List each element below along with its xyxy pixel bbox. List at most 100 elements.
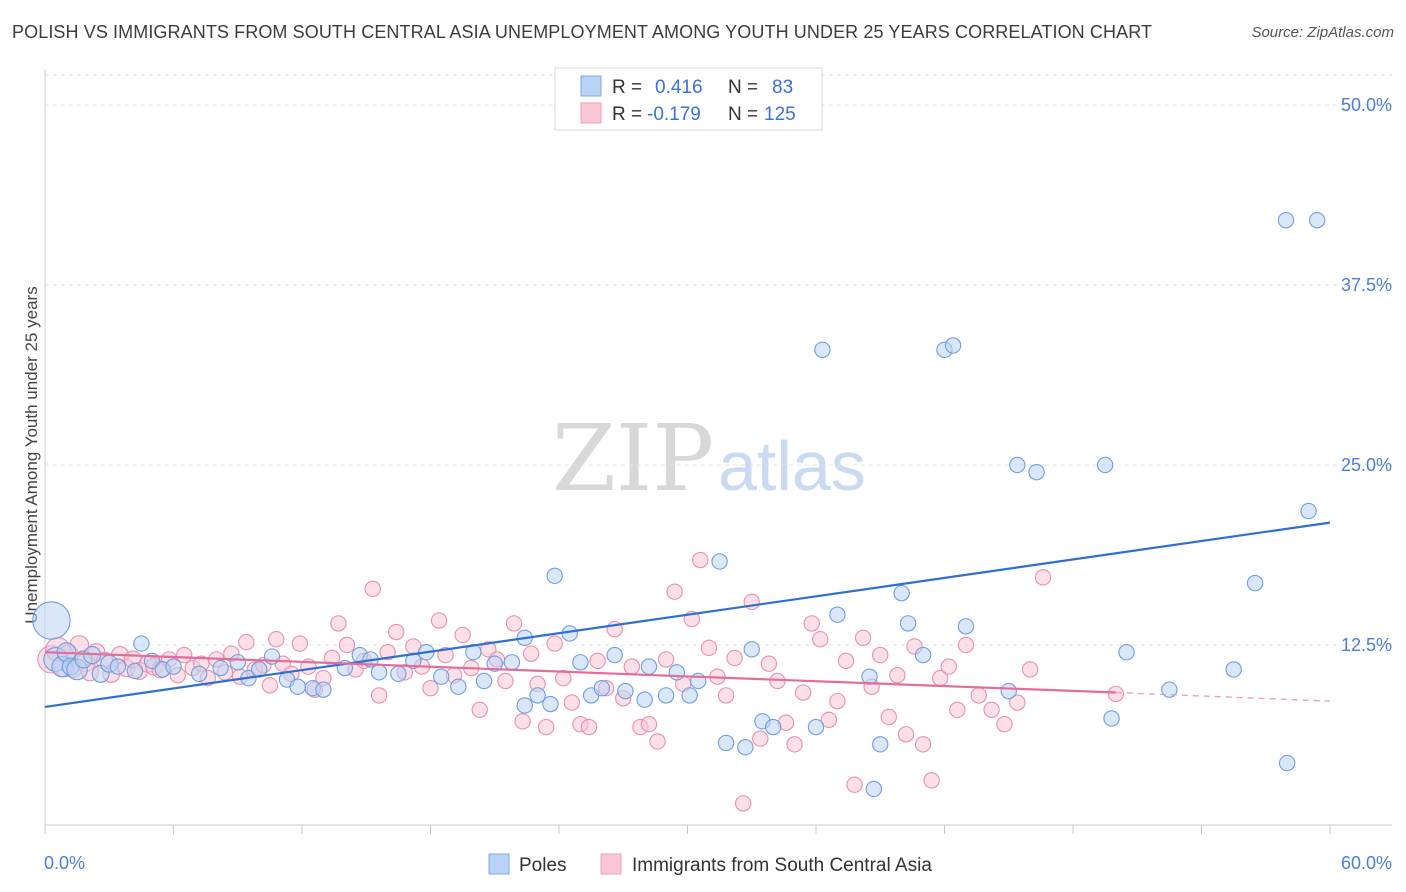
immigrants-point — [996, 715, 1013, 733]
immigrants-point — [388, 623, 405, 641]
immigrants-point — [923, 772, 940, 789]
poles-point — [289, 678, 306, 695]
chart-source: Source: ZipAtlas.com — [1251, 24, 1394, 41]
immigrants-point — [364, 580, 381, 598]
immigrants-trend-line-extrapolated — [1115, 691, 1331, 702]
immigrants-point — [422, 679, 439, 697]
immigrants-point — [914, 736, 932, 753]
poles-point — [717, 734, 735, 752]
immigrants-point — [794, 684, 812, 701]
y-axis-tick-labels: 12.5% 25.0% 37.5% 50.0% — [1341, 95, 1392, 655]
poles-point — [1000, 682, 1017, 700]
poles-point — [390, 665, 407, 682]
immigrants-point — [1009, 694, 1026, 711]
watermark-atlas: atlas — [718, 427, 866, 505]
poles-point — [126, 662, 144, 680]
y-tick-label: 50.0% — [1341, 95, 1392, 115]
poles-point — [829, 606, 846, 623]
immigrants-point — [846, 776, 863, 793]
chart-title: POLISH VS IMMIGRANTS FROM SOUTH CENTRAL … — [12, 22, 1153, 42]
poles-point — [529, 687, 546, 704]
immigrants-point — [268, 631, 285, 648]
poles-point — [1161, 681, 1178, 698]
poles-point — [315, 681, 332, 698]
immigrants-point — [238, 633, 255, 651]
poles-point — [450, 678, 467, 695]
poles-point — [475, 672, 493, 690]
poles-point — [944, 337, 962, 354]
immigrants-point — [812, 631, 829, 648]
immigrants-point — [666, 583, 683, 600]
legend-r-value-poles: 0.416 — [655, 77, 703, 98]
poles-point — [1278, 754, 1296, 772]
poles-point — [1308, 212, 1326, 229]
immigrants-point — [786, 736, 803, 753]
immigrants-point — [889, 667, 906, 684]
poles-point — [957, 618, 975, 635]
immigrants-trend-line — [44, 651, 1116, 694]
immigrants-point — [379, 643, 396, 661]
immigrants-point — [949, 701, 966, 718]
poles-point — [593, 679, 611, 697]
immigrants-point — [820, 711, 838, 729]
immigrants-point — [970, 687, 987, 704]
poles-point — [872, 736, 889, 753]
immigrants-point — [514, 713, 531, 730]
legend-n-label-immigrants: N = — [728, 104, 758, 125]
poles-point — [133, 635, 150, 652]
immigrants-point — [1021, 661, 1039, 678]
immigrants-point — [640, 715, 658, 733]
immigrants-point — [700, 639, 718, 657]
y-tick-label: 25.0% — [1341, 455, 1392, 475]
x-tick-label-min: 0.0% — [44, 853, 85, 873]
poles-point — [617, 682, 634, 700]
immigrants-point — [897, 726, 915, 743]
poles-point — [370, 664, 388, 681]
poles-point — [486, 655, 503, 672]
immigrants-point — [1034, 569, 1052, 586]
immigrants-point — [657, 651, 675, 668]
immigrants-point — [649, 733, 666, 750]
immigrants-point — [623, 658, 641, 675]
poles-point — [814, 341, 831, 358]
x-tick-label-max: 60.0% — [1341, 853, 1392, 873]
immigrants-point — [734, 795, 752, 812]
legend-n-label-poles: N = — [728, 77, 758, 98]
poles-point — [1103, 710, 1120, 727]
immigrants-point — [580, 718, 598, 736]
poles-point — [668, 664, 685, 681]
poles-point — [657, 687, 675, 704]
immigrants-point — [546, 635, 563, 652]
poles-point — [893, 584, 910, 602]
immigrants-point — [854, 629, 872, 646]
immigrants-point — [555, 669, 572, 687]
bottom-legend-swatch-poles — [488, 853, 510, 875]
legend-r-label-immigrants: R = — [612, 104, 642, 125]
y-axis-label: Unemployment Among Youth under 25 years — [22, 286, 41, 623]
legend-swatch-immigrants — [580, 102, 602, 124]
poles-point — [1118, 643, 1135, 661]
immigrants-point — [291, 635, 309, 652]
immigrants-point — [717, 687, 735, 704]
poles-point — [542, 695, 559, 713]
immigrants-point — [803, 615, 820, 632]
bottom-legend-swatch-immigrants — [600, 853, 622, 875]
immigrants-point — [829, 692, 846, 710]
immigrants-point — [370, 687, 388, 704]
poles-trend-line — [44, 521, 1331, 709]
poles-point — [212, 659, 229, 677]
poles-point — [1225, 661, 1242, 678]
poles-point — [191, 665, 208, 682]
poles-point — [165, 658, 182, 675]
legend-r-value-immigrants: -0.179 — [647, 104, 701, 125]
immigrants-point — [760, 655, 778, 672]
immigrants-point — [471, 701, 488, 718]
immigrants-point — [726, 649, 743, 667]
immigrants-point — [522, 645, 540, 662]
poles-point — [640, 658, 658, 675]
immigrants-point — [1107, 685, 1125, 703]
poles-point — [606, 646, 623, 664]
immigrants-point — [983, 701, 1000, 718]
poles-point — [433, 668, 450, 685]
